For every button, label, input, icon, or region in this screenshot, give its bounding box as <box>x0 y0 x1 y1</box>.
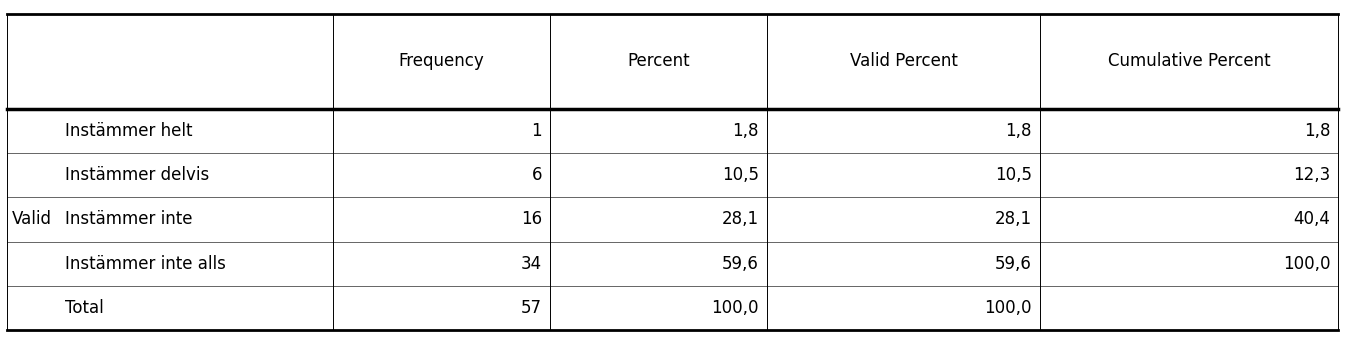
Text: Instämmer inte: Instämmer inte <box>66 211 192 228</box>
Text: 10,5: 10,5 <box>995 166 1032 184</box>
Text: 1,8: 1,8 <box>1006 122 1032 140</box>
Text: Frequency: Frequency <box>398 52 484 70</box>
Text: 100,0: 100,0 <box>985 299 1032 317</box>
Text: 100,0: 100,0 <box>1283 255 1330 273</box>
Text: 1,8: 1,8 <box>733 122 759 140</box>
Text: Instämmer inte alls: Instämmer inte alls <box>66 255 226 273</box>
Text: Percent: Percent <box>627 52 690 70</box>
Text: 57: 57 <box>521 299 542 317</box>
Text: Instämmer helt: Instämmer helt <box>66 122 192 140</box>
Text: 6: 6 <box>531 166 542 184</box>
Text: 1,8: 1,8 <box>1303 122 1330 140</box>
Text: 10,5: 10,5 <box>722 166 759 184</box>
Text: 59,6: 59,6 <box>722 255 759 273</box>
Text: 28,1: 28,1 <box>722 211 759 228</box>
Text: 1: 1 <box>531 122 542 140</box>
Text: 12,3: 12,3 <box>1293 166 1330 184</box>
Text: 28,1: 28,1 <box>995 211 1032 228</box>
Text: Instämmer delvis: Instämmer delvis <box>66 166 210 184</box>
Text: 16: 16 <box>521 211 542 228</box>
Text: 34: 34 <box>521 255 542 273</box>
Text: Total: Total <box>66 299 104 317</box>
Text: 59,6: 59,6 <box>995 255 1032 273</box>
Text: 40,4: 40,4 <box>1294 211 1330 228</box>
Text: Cumulative Percent: Cumulative Percent <box>1108 52 1271 70</box>
Text: Valid Percent: Valid Percent <box>850 52 958 70</box>
Text: 100,0: 100,0 <box>712 299 759 317</box>
Text: Valid: Valid <box>12 211 52 228</box>
